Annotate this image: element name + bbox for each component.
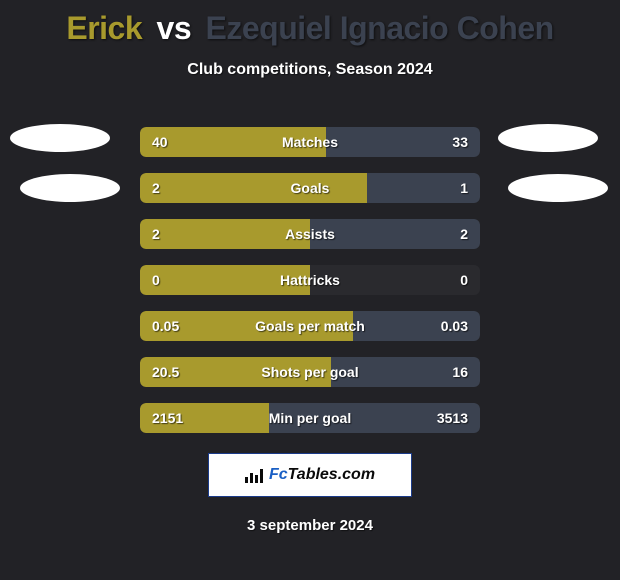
player1-name: Erick [66, 10, 142, 46]
watermark-brand: FcTables.com [269, 466, 375, 484]
subtitle: Club competitions, Season 2024 [0, 61, 620, 79]
vs-text: vs [157, 10, 192, 46]
stat-label: Shots per goal [140, 357, 480, 387]
stat-row: 21Goals [140, 173, 480, 203]
stats-container: 4033Matches 21Goals 22Assists 00Hattricks 0.… [140, 127, 480, 433]
stat-label: Goals per match [140, 311, 480, 341]
stat-label: Assists [140, 219, 480, 249]
stat-label: Min per goal [140, 403, 480, 433]
stat-row: 4033Matches [140, 127, 480, 157]
stat-label: Goals [140, 173, 480, 203]
side-ellipse [508, 174, 608, 202]
side-ellipse [498, 124, 598, 152]
stat-row: 00Hattricks [140, 265, 480, 295]
watermark-brand-prefix: Fc [269, 466, 288, 483]
player2-name: Ezequiel Ignacio Cohen [206, 10, 554, 46]
stat-row: 22Assists [140, 219, 480, 249]
watermark-chart-icon [245, 467, 265, 483]
stat-row: 21513513Min per goal [140, 403, 480, 433]
stat-label: Hattricks [140, 265, 480, 295]
watermark: FcTables.com [208, 453, 412, 497]
stat-row: 0.050.03Goals per match [140, 311, 480, 341]
watermark-brand-suffix: Tables.com [288, 466, 375, 483]
side-ellipse [10, 124, 110, 152]
comparison-title: Erick vs Ezequiel Ignacio Cohen [0, 0, 620, 47]
side-ellipse [20, 174, 120, 202]
stat-label: Matches [140, 127, 480, 157]
stat-row: 20.516Shots per goal [140, 357, 480, 387]
date-text: 3 september 2024 [0, 517, 620, 534]
